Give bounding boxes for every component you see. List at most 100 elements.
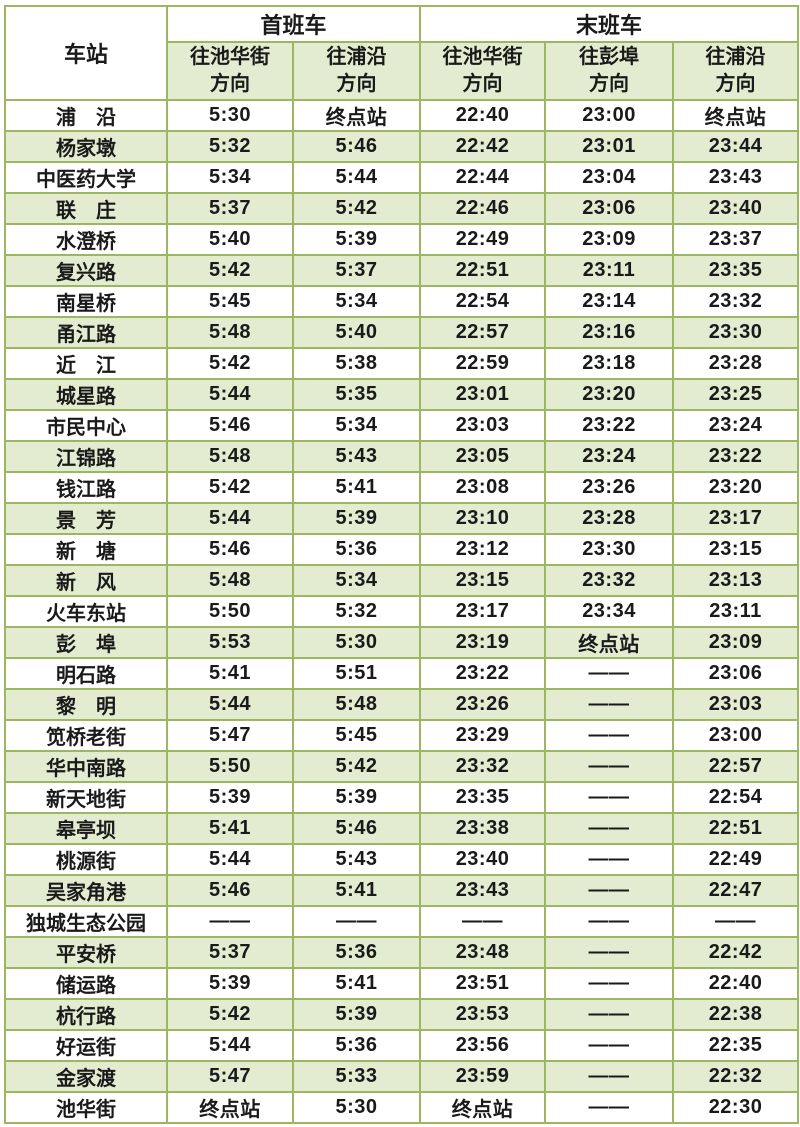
time-cell: 22:57	[672, 750, 800, 783]
time-cell: 5:32	[166, 130, 294, 163]
time-cell: 22:49	[419, 223, 547, 256]
time-cell: ——	[419, 905, 547, 938]
table-row: 近 江 5:42 5:38 22:59 23:18 23:28	[4, 347, 800, 380]
time-cell: 23:17	[419, 595, 547, 628]
time-cell: 23:40	[419, 843, 547, 876]
station-name: 杨家墩	[4, 130, 168, 163]
header-first-train: 首班车	[165, 5, 422, 43]
table-row: 杭行路 5:42 5:39 23:53 —— 22:38	[4, 998, 800, 1031]
time-cell: 23:51	[419, 967, 547, 1000]
table-row: 火车东站 5:50 5:32 23:17 23:34 23:11	[4, 595, 800, 628]
station-name: 华中南路	[4, 750, 168, 783]
time-cell: 5:44	[166, 688, 294, 721]
time-cell: 23:00	[672, 719, 800, 752]
time-cell: 5:41	[166, 657, 294, 690]
time-cell: 终点站	[291, 99, 422, 132]
time-cell: 22:42	[419, 130, 547, 163]
time-cell: 23:37	[672, 223, 800, 256]
time-cell: 23:30	[672, 316, 800, 349]
time-cell: 5:50	[166, 595, 294, 628]
time-cell: 5:34	[291, 409, 422, 442]
station-name: 甬江路	[4, 316, 168, 349]
time-cell: 22:49	[672, 843, 800, 876]
time-cell: 23:17	[672, 502, 800, 535]
time-cell: 5:44	[166, 843, 294, 876]
station-name: 平安桥	[4, 936, 168, 969]
header-direction-1: 往浦沿 方向	[291, 41, 422, 101]
time-cell: 23:30	[544, 533, 675, 566]
time-cell: 5:46	[166, 874, 294, 907]
time-cell: 23:22	[419, 657, 547, 690]
table-row: 南星桥 5:45 5:34 22:54 23:14 23:32	[4, 285, 800, 318]
time-cell: 5:39	[291, 502, 422, 535]
table-row: 华中南路 5:50 5:42 23:32 —— 22:57	[4, 750, 800, 783]
time-cell: 22:44	[419, 161, 547, 194]
time-cell: 23:48	[419, 936, 547, 969]
station-name: 好运街	[4, 1029, 168, 1062]
time-cell: 5:48	[166, 564, 294, 597]
station-name: 新天地街	[4, 781, 168, 814]
station-name: 吴家角港	[4, 874, 168, 907]
time-cell: 5:34	[291, 285, 422, 318]
time-cell: 22:47	[672, 874, 800, 907]
time-cell: 23:11	[672, 595, 800, 628]
time-cell: 5:42	[166, 471, 294, 504]
time-cell: 23:08	[419, 471, 547, 504]
time-cell: ——	[544, 688, 675, 721]
time-cell: 5:44	[166, 1029, 294, 1062]
table-row: 池华街 终点站 5:30 终点站 —— 22:30	[4, 1091, 800, 1124]
time-cell: 5:30	[291, 626, 422, 659]
time-cell: 22:46	[419, 192, 547, 225]
table-row: 市民中心 5:46 5:34 23:03 23:22 23:24	[4, 409, 800, 442]
time-cell: 23:06	[544, 192, 675, 225]
time-cell: 23:01	[419, 378, 547, 411]
time-cell: 5:43	[291, 843, 422, 876]
time-cell: 22:30	[672, 1091, 800, 1124]
table-row: 钱江路 5:42 5:41 23:08 23:26 23:20	[4, 471, 800, 504]
time-cell: ——	[544, 874, 675, 907]
time-cell: 5:30	[291, 1091, 422, 1124]
table-row: 景 芳 5:44 5:39 23:10 23:28 23:17	[4, 502, 800, 535]
time-cell: 23:09	[544, 223, 675, 256]
time-cell: 23:05	[419, 440, 547, 473]
header-direction-4: 往浦沿 方向	[672, 41, 800, 101]
time-cell: ——	[544, 719, 675, 752]
time-cell: 5:40	[291, 316, 422, 349]
time-cell: 23:01	[544, 130, 675, 163]
time-cell: 23:18	[544, 347, 675, 380]
time-cell: 5:44	[291, 161, 422, 194]
table-row: 独城生态公园 —— —— —— —— ——	[4, 905, 800, 938]
time-cell: 5:37	[291, 254, 422, 287]
time-cell: 5:42	[166, 254, 294, 287]
table-row: 浦 沿 5:30 终点站 22:40 23:00 终点站	[4, 99, 800, 132]
time-cell: 22:51	[419, 254, 547, 287]
time-cell: 23:43	[419, 874, 547, 907]
time-cell: 5:44	[166, 378, 294, 411]
station-name: 杭行路	[4, 998, 168, 1031]
time-cell: 5:34	[166, 161, 294, 194]
time-cell: 23:32	[544, 564, 675, 597]
time-cell: 终点站	[166, 1091, 294, 1124]
time-cell: ——	[544, 998, 675, 1031]
time-cell: 23:20	[544, 378, 675, 411]
table-row: 彭 埠 5:53 5:30 23:19 终点站 23:09	[4, 626, 800, 659]
time-cell: 5:41	[291, 874, 422, 907]
time-cell: 5:45	[291, 719, 422, 752]
station-name: 钱江路	[4, 471, 168, 504]
station-name: 新 风	[4, 564, 168, 597]
station-name: 市民中心	[4, 409, 168, 442]
table-row: 黎 明 5:44 5:48 23:26 —— 23:03	[4, 688, 800, 721]
table-row: 新 塘 5:46 5:36 23:12 23:30 23:15	[4, 533, 800, 566]
station-name: 南星桥	[4, 285, 168, 318]
time-cell: 23:10	[419, 502, 547, 535]
time-cell: 23:13	[672, 564, 800, 597]
time-cell: 22:51	[672, 812, 800, 845]
table-row: 城星路 5:44 5:35 23:01 23:20 23:25	[4, 378, 800, 411]
time-cell: ——	[544, 750, 675, 783]
time-cell: 终点站	[544, 626, 675, 659]
time-cell: 23:06	[672, 657, 800, 690]
table-row: 水澄桥 5:40 5:39 22:49 23:09 23:37	[4, 223, 800, 256]
time-cell: 5:50	[166, 750, 294, 783]
time-cell: 5:32	[291, 595, 422, 628]
time-cell: 23:00	[544, 99, 675, 132]
